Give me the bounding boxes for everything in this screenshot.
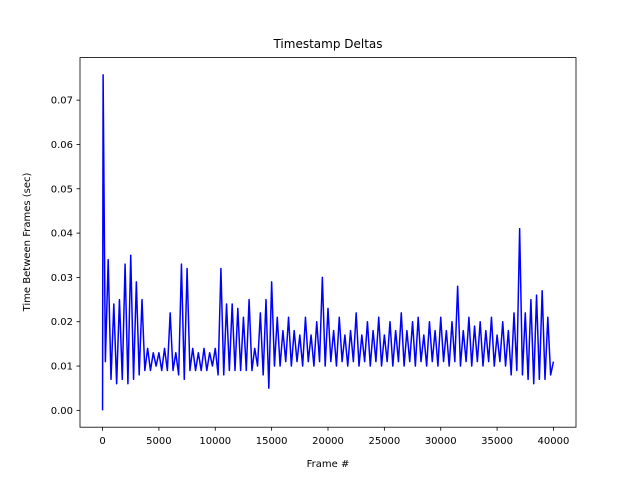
y-tick-label: 0.04	[51, 229, 73, 240]
y-tick-label: 0.07	[51, 96, 73, 107]
x-tick-label: 25000	[368, 436, 400, 447]
x-tick-label: 35000	[481, 436, 513, 447]
y-tick-label: 0.06	[51, 140, 73, 151]
plot-frame	[79, 57, 577, 428]
x-tick-label: 30000	[425, 436, 457, 447]
x-tick-label: 15000	[256, 436, 288, 447]
x-axis-label: Frame #	[307, 459, 350, 470]
x-tick-label: 5000	[146, 436, 171, 447]
chart-title: Timestamp Deltas	[272, 37, 382, 51]
x-tick-label: 40000	[538, 436, 570, 447]
x-tick-label: 0	[99, 436, 105, 447]
y-axis-label: Time Between Frames (sec)	[22, 173, 33, 313]
y-tick-label: 0.02	[51, 317, 73, 328]
data-line	[101, 74, 555, 411]
x-tick-label: 20000	[312, 436, 344, 447]
x-tick-label: 10000	[199, 436, 231, 447]
y-tick-label: 0.01	[51, 362, 73, 373]
y-tick-label: 0.03	[51, 273, 73, 284]
y-tick-label: 0.00	[51, 406, 73, 417]
y-tick-label: 0.05	[51, 184, 73, 195]
